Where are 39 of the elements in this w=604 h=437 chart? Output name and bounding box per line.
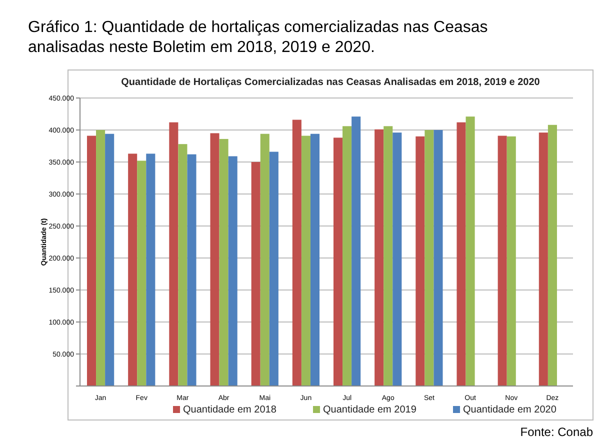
bar (128, 154, 138, 386)
bar (506, 136, 516, 386)
bar (301, 136, 310, 386)
bar (260, 134, 270, 386)
bar (251, 162, 260, 386)
bar (219, 138, 228, 386)
bar (96, 130, 106, 386)
bar (105, 134, 114, 386)
bar (456, 122, 466, 386)
bar (374, 129, 384, 386)
bar (146, 154, 156, 386)
bar (416, 136, 425, 386)
legend-label: Quantidade em 2018 (183, 404, 277, 416)
bar (310, 134, 320, 386)
bar (342, 126, 352, 386)
bar (137, 160, 146, 386)
bar (269, 152, 278, 386)
bar (292, 120, 302, 386)
bar (392, 132, 402, 386)
legend-label: Quantidade em 2020 (463, 404, 557, 416)
bar (498, 136, 507, 386)
bar (434, 130, 443, 386)
bar (169, 122, 178, 386)
source-note: Fonte: Conab (520, 425, 594, 437)
chart-subtitle: Quantidade de Hortaliças Comercializadas nas Ceasas Analisadas em 2018, 2019 e 2020 (121, 77, 540, 88)
bar (228, 156, 238, 386)
bar (352, 116, 361, 386)
bar (86, 136, 96, 386)
bar (210, 133, 220, 386)
chart-title: Gráfico 1: Quantidade de hortaliças comercializadas nas Ceasas analisadas neste Boletim em 2018, 2019 e 2020. (28, 19, 488, 56)
bar (384, 126, 393, 386)
bar (178, 144, 188, 386)
bar (466, 116, 475, 386)
bar (187, 154, 196, 386)
legend-label: Quantidade em 2019 (323, 404, 417, 416)
bar (548, 124, 557, 386)
bar (424, 130, 434, 386)
bar (333, 138, 343, 386)
bar (538, 132, 548, 386)
